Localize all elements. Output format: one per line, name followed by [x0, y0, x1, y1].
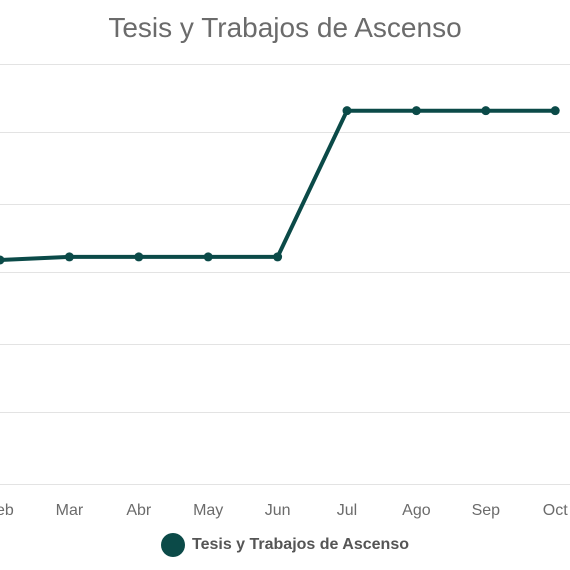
series-line — [0, 108, 556, 262]
data-point[interactable] — [411, 106, 421, 116]
x-tick-label: Jul — [337, 502, 357, 519]
legend: Tesis y Trabajos de Ascenso — [0, 533, 570, 557]
data-point[interactable] — [342, 106, 352, 116]
legend-item-series[interactable]: Tesis y Trabajos de Ascenso — [161, 533, 409, 557]
x-tick-label: Abr — [126, 502, 152, 519]
legend-swatch-icon — [161, 533, 185, 557]
data-point[interactable] — [203, 252, 213, 262]
data-point[interactable] — [481, 106, 491, 116]
gridlines — [0, 64, 570, 485]
x-tick-label: May — [193, 502, 223, 519]
chart-title: Tesis y Trabajos de Ascenso — [108, 12, 462, 43]
data-point[interactable] — [550, 106, 560, 116]
data-point[interactable] — [134, 252, 144, 262]
x-tick-label: Jun — [265, 502, 291, 519]
legend-label: Tesis y Trabajos de Ascenso — [192, 536, 409, 553]
x-tick-label: Feb — [0, 502, 14, 519]
x-axis-tick-labels: Feb Mar Abr May Jun Jul Ago Sep Oct — [0, 502, 568, 519]
data-point[interactable] — [0, 255, 5, 265]
data-point[interactable] — [64, 252, 74, 262]
x-tick-label: Mar — [56, 502, 84, 519]
x-tick-label: Sep — [472, 502, 501, 519]
x-tick-label: Oct — [543, 502, 568, 519]
series-layer — [0, 106, 560, 265]
data-point[interactable] — [273, 252, 283, 262]
x-tick-label: Ago — [402, 502, 431, 519]
